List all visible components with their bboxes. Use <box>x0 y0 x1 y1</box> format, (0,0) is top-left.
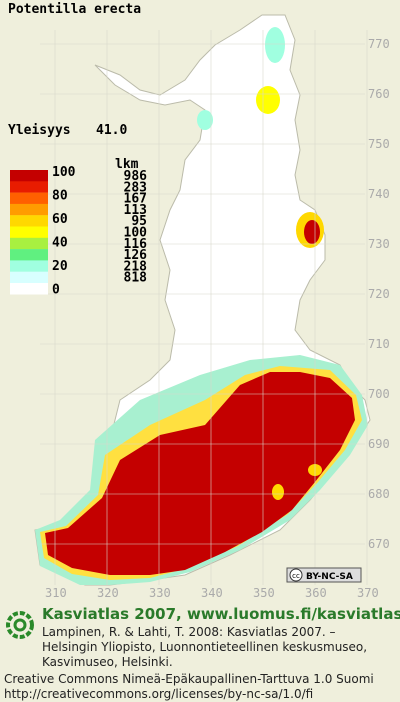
y-label: 720 <box>368 287 390 301</box>
legend-swatch <box>10 260 48 272</box>
footer-text: Lampinen, R. & Lahti, T. 2008: Kasviatla… <box>4 625 374 701</box>
hotspot <box>256 86 280 114</box>
count-label: 986 <box>124 169 148 184</box>
badge-box <box>286 567 362 583</box>
hotspot <box>197 110 213 130</box>
license-line: http://creativecommons.org/licenses/by-n… <box>4 687 313 701</box>
hotspot <box>272 484 284 500</box>
occurrence-core <box>45 372 355 575</box>
map <box>34 14 371 586</box>
count-label: 126 <box>124 248 148 263</box>
logo-center <box>13 618 27 632</box>
license-line: Creative Commons Nimeä-Epäkaupallinen-Ta… <box>4 672 374 686</box>
count-label: 283 <box>124 180 147 195</box>
x-label: 310 <box>45 586 67 600</box>
scale-label: 0 <box>52 283 60 298</box>
badge-icon-text: cc <box>292 572 300 580</box>
count-label: 100 <box>124 226 148 241</box>
citation-line: Lampinen, R. & Lahti, T. 2008: Kasviatla… <box>42 625 336 639</box>
count-label: 167 <box>124 192 147 207</box>
legend-swatch <box>10 283 48 295</box>
y-label: 730 <box>368 237 390 251</box>
frequency-label: Yleisyys <box>8 123 71 138</box>
citation-line: Kasvimuseo, Helsinki. <box>42 655 173 669</box>
x-label: 360 <box>305 586 327 600</box>
count-label: 116 <box>124 237 148 252</box>
legend-swatch <box>10 226 48 238</box>
y-label: 670 <box>368 537 390 551</box>
legend-swatch <box>10 170 48 182</box>
legend-swatch <box>10 203 48 216</box>
legend-swatch <box>10 271 48 284</box>
badge-text: BY-NC-SA <box>306 572 353 582</box>
y-label: 740 <box>368 187 390 201</box>
legend-swatch <box>10 249 48 261</box>
citation-line: Helsingin Yliopisto, Luonnontieteellinen… <box>42 640 367 654</box>
y-label: 750 <box>368 137 390 151</box>
legend-swatch <box>10 237 48 250</box>
count-label: 818 <box>124 271 148 286</box>
count-label: 218 <box>124 259 148 274</box>
x-label: 330 <box>149 586 171 600</box>
y-label: 680 <box>368 487 390 501</box>
legend-swatch <box>10 215 48 227</box>
count-label: 95 <box>131 214 147 229</box>
title: Potentilla erecta <box>8 2 141 17</box>
y-label: 760 <box>368 87 390 101</box>
scale-label: 60 <box>52 212 68 227</box>
scale-label: 40 <box>52 236 68 251</box>
legend-swatch <box>10 192 48 205</box>
count-label: 113 <box>124 203 147 218</box>
scale-label: 80 <box>52 189 68 204</box>
scale-label: 20 <box>52 259 68 274</box>
legend: 1008060402009862831671139510011612621881… <box>10 165 147 298</box>
logo-ring <box>6 611 34 639</box>
scale-label: 100 <box>52 165 76 180</box>
y-label: 690 <box>368 437 390 451</box>
x-label: 340 <box>201 586 223 600</box>
grid: 770 760 750 740 730 720 710 700 690 680 670 310 320 3… <box>40 30 390 600</box>
badge-icon <box>289 568 303 582</box>
count-header: lkm <box>115 157 139 172</box>
logo <box>6 611 34 639</box>
y-label: 710 <box>368 337 390 351</box>
legend-swatch <box>10 181 48 193</box>
hotspot <box>304 220 320 244</box>
license-badge: cc BY-NC-SA <box>286 567 362 583</box>
y-label: 770 <box>368 37 390 51</box>
hotspot <box>265 27 285 63</box>
x-label: 320 <box>97 586 119 600</box>
y-label: 700 <box>368 387 390 401</box>
site: Kasviatlas 2007, www.luomus.fi/kasviatla… <box>42 605 400 623</box>
x-label: 350 <box>253 586 275 600</box>
frequency-value: 41.0 <box>96 123 127 138</box>
x-label: 370 <box>357 586 379 600</box>
